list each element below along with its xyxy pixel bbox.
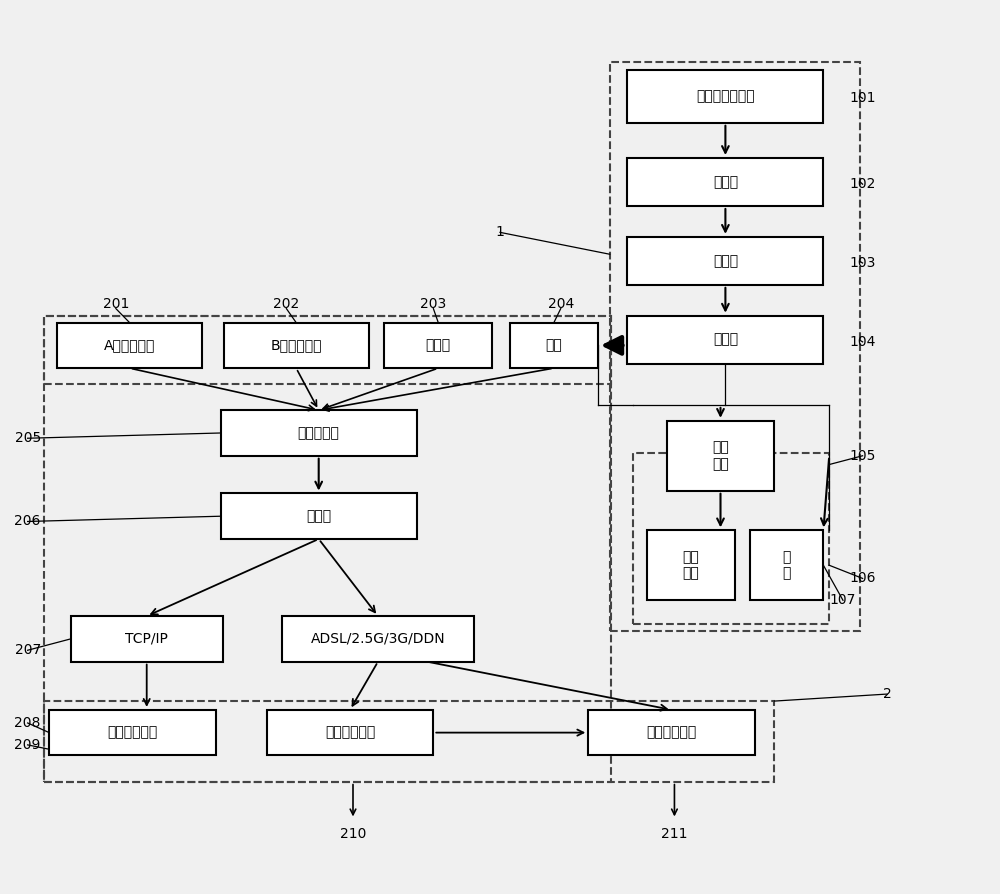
Bar xyxy=(221,410,417,456)
Text: 汇流箱: 汇流箱 xyxy=(713,175,738,189)
Text: 210: 210 xyxy=(340,827,366,841)
Bar xyxy=(282,616,474,662)
Bar xyxy=(588,710,755,755)
Bar xyxy=(633,453,829,624)
Text: B温度传感器: B温度传感器 xyxy=(270,338,322,352)
Bar xyxy=(647,530,735,601)
Text: 计算机: 计算机 xyxy=(306,510,331,523)
Text: 负
载: 负 载 xyxy=(782,550,791,580)
Text: 104: 104 xyxy=(849,335,876,349)
Text: 102: 102 xyxy=(849,177,876,191)
Text: 202: 202 xyxy=(273,297,299,311)
Bar xyxy=(750,530,823,601)
Text: 208: 208 xyxy=(14,716,41,730)
Bar xyxy=(627,316,823,364)
Text: 204: 204 xyxy=(548,297,574,311)
Text: 高压
电网: 高压 电网 xyxy=(683,550,699,580)
Bar xyxy=(44,701,774,781)
Text: 太阳能光伏组件: 太阳能光伏组件 xyxy=(696,89,755,104)
Text: 101: 101 xyxy=(849,91,876,105)
Bar xyxy=(44,316,611,781)
Text: 逆变器: 逆变器 xyxy=(713,333,738,347)
Bar xyxy=(667,421,774,491)
Text: 本地数据中心: 本地数据中心 xyxy=(107,726,158,739)
Text: ADSL/2.5G/3G/DDN: ADSL/2.5G/3G/DDN xyxy=(311,632,445,645)
Bar xyxy=(57,323,202,368)
Bar xyxy=(627,71,823,122)
Bar xyxy=(44,316,611,384)
Text: 211: 211 xyxy=(661,827,688,841)
Text: 数据采集器: 数据采集器 xyxy=(298,426,340,440)
Text: 207: 207 xyxy=(15,644,41,657)
Text: 209: 209 xyxy=(14,738,41,752)
Bar xyxy=(384,323,492,368)
Text: 106: 106 xyxy=(849,571,876,586)
Bar xyxy=(627,237,823,285)
Bar xyxy=(267,710,433,755)
Text: 电表: 电表 xyxy=(546,338,562,352)
Text: 2: 2 xyxy=(883,687,891,701)
Text: 升压
系统: 升压 系统 xyxy=(712,441,729,471)
Text: 105: 105 xyxy=(849,449,876,463)
Text: 201: 201 xyxy=(103,297,129,311)
Text: TCP/IP: TCP/IP xyxy=(125,632,168,645)
Text: 国家数据中心: 国家数据中心 xyxy=(646,726,697,739)
Text: 203: 203 xyxy=(420,297,446,311)
Bar xyxy=(71,616,223,662)
Text: A温度传感器: A温度传感器 xyxy=(104,338,155,352)
Text: 103: 103 xyxy=(849,256,876,270)
Text: 省级数据中心: 省级数据中心 xyxy=(325,726,375,739)
Text: 206: 206 xyxy=(14,514,41,528)
Text: 1: 1 xyxy=(496,225,504,240)
Bar xyxy=(610,62,860,631)
Bar xyxy=(221,493,417,539)
Bar xyxy=(627,158,823,207)
Text: 205: 205 xyxy=(15,431,41,445)
Text: 辐照仪: 辐照仪 xyxy=(426,338,451,352)
Text: 107: 107 xyxy=(830,594,856,607)
Bar xyxy=(49,710,216,755)
Text: 直流柜: 直流柜 xyxy=(713,254,738,268)
Bar xyxy=(224,323,369,368)
Bar xyxy=(510,323,598,368)
